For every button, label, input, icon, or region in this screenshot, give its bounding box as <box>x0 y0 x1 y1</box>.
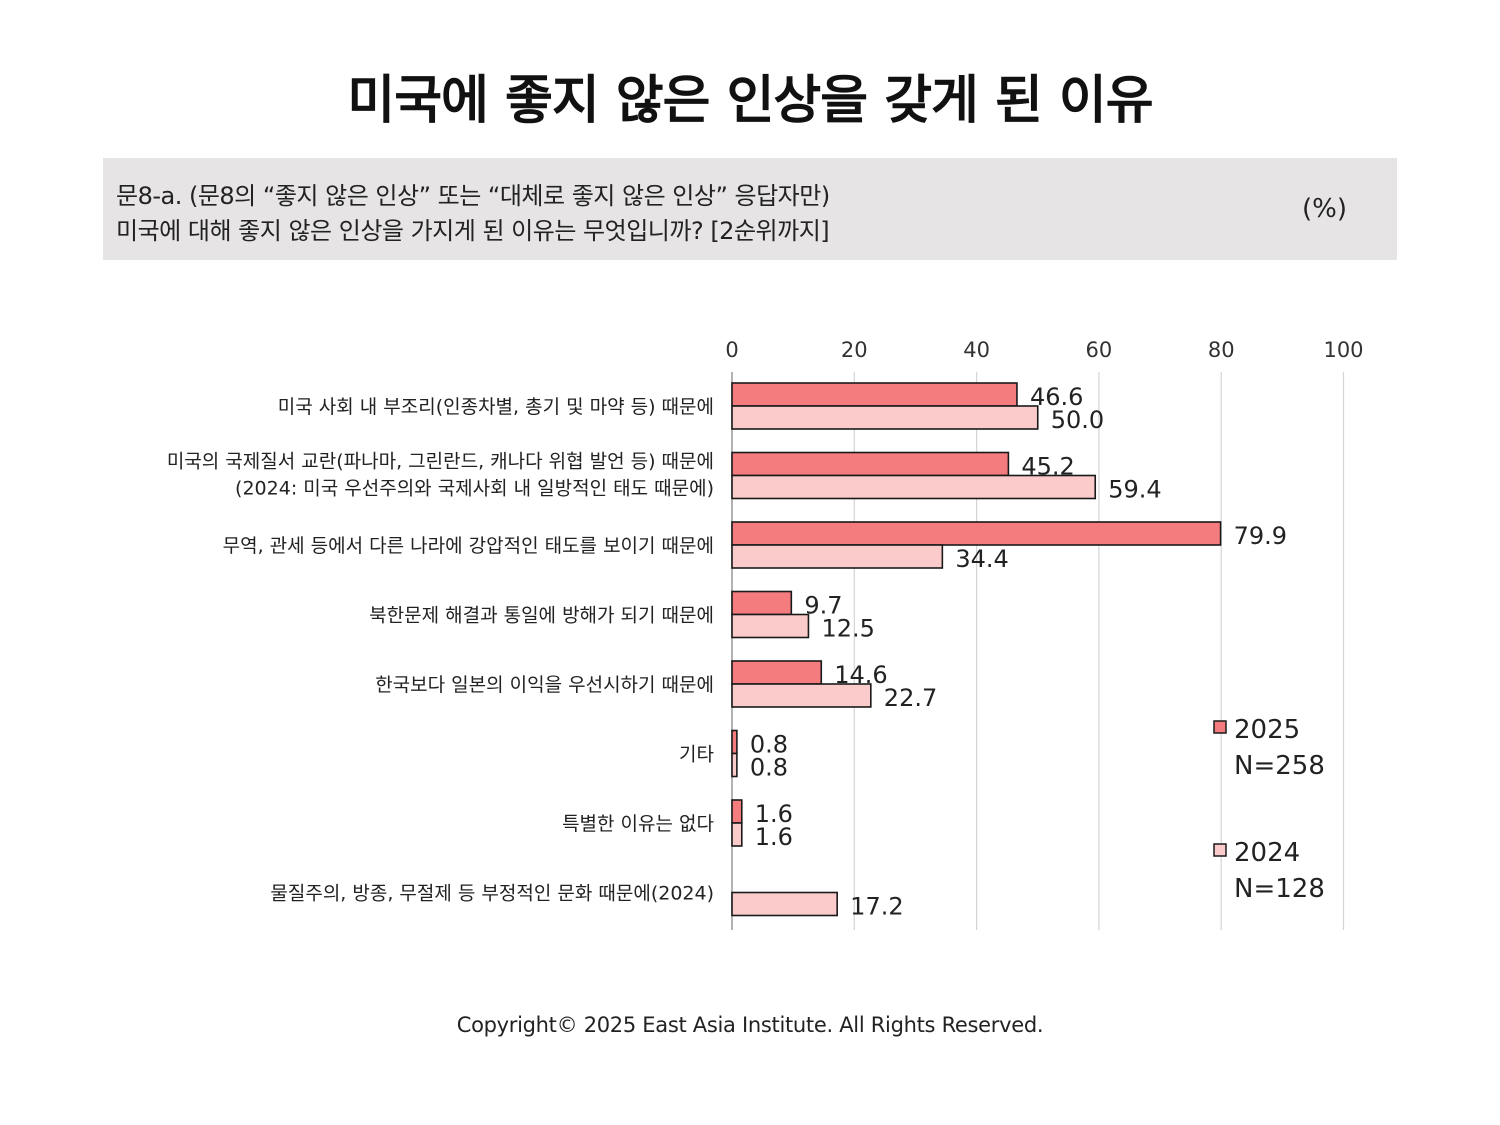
bar-2025 <box>731 451 1010 477</box>
data-label-2024: 50.0 <box>1051 406 1104 434</box>
x-tick-label: 0 <box>725 338 738 362</box>
legend-n-2025: N=258 <box>1234 751 1325 781</box>
bar-2024 <box>731 683 872 708</box>
category-label: 미국 사회 내 부조리(인종차별, 총기 및 마약 등) 때문에 <box>278 396 714 418</box>
bar-2025 <box>731 799 743 824</box>
category-label: 무역, 관세 등에서 다른 나라에 강압적인 태도를 보이기 때문에 <box>223 535 714 557</box>
data-label-2025: 1.6 <box>755 800 793 828</box>
x-tick-label: 20 <box>841 338 868 362</box>
x-tick-label: 100 <box>1323 338 1363 362</box>
bar-2024 <box>731 822 743 847</box>
bar-2024 <box>731 544 944 569</box>
legend-label-2024: 2024 <box>1234 838 1300 868</box>
data-label-2024: 22.7 <box>884 684 937 712</box>
legend-n-2024: N=128 <box>1234 874 1325 904</box>
legend-swatch-2025 <box>1213 720 1227 734</box>
x-tick-label: 40 <box>963 338 990 362</box>
bar-2025 <box>731 521 1222 546</box>
question-line-2: 미국에 대해 좋지 않은 인상을 가지게 된 이유는 무엇입니까? [2순위까지… <box>116 217 830 245</box>
copyright-text: Copyright© 2025 East Asia Institute. All… <box>456 1013 1044 1037</box>
bar-2024 <box>731 613 810 639</box>
bar-2024 <box>731 405 1039 430</box>
bar-2025 <box>731 382 1018 407</box>
legend-label-2025: 2025 <box>1234 715 1300 745</box>
data-label-2024: 0.8 <box>750 754 788 782</box>
data-label-2024: 12.5 <box>821 615 874 643</box>
bar-2025 <box>731 590 793 616</box>
category-label: 기타 <box>679 744 714 766</box>
category-label: 미국의 국제질서 교란(파나마, 그린란드, 캐나다 위협 발언 등) 때문에(… <box>167 451 714 500</box>
data-label-2024: 17.2 <box>850 893 903 921</box>
question-box: 문8-a. (문8의 “좋지 않은 인상” 또는 “대체로 좋지 않은 인상” … <box>103 158 1397 260</box>
question-line-1: 문8-a. (문8의 “좋지 않은 인상” 또는 “대체로 좋지 않은 인상” … <box>116 182 830 210</box>
bar-2024 <box>731 891 838 917</box>
data-label-2025: 0.8 <box>750 731 788 759</box>
data-label-2025: 9.7 <box>804 592 842 620</box>
legend-swatch-2024 <box>1213 843 1227 857</box>
data-label-2024: 1.6 <box>755 823 793 851</box>
x-tick-label: 60 <box>1086 338 1113 362</box>
category-label: 물질주의, 방종, 무절제 등 부정적인 문화 때문에(2024) <box>270 883 714 905</box>
category-label: 특별한 이유는 없다 <box>562 813 714 835</box>
data-label-2024: 59.4 <box>1108 476 1161 504</box>
data-label-2025: 79.9 <box>1234 522 1287 550</box>
bar-2024 <box>731 474 1097 500</box>
category-label: 북한문제 해결과 통일에 방해가 되기 때문에 <box>369 605 714 627</box>
data-label-2025: 46.6 <box>1030 383 1083 411</box>
bar-2025 <box>731 660 823 685</box>
data-label-2024: 34.4 <box>955 545 1008 573</box>
x-tick-label: 80 <box>1208 338 1235 362</box>
page-title: 미국에 좋지 않은 인상을 갖게 된 이유 <box>347 71 1153 131</box>
bar-2024 <box>731 752 738 778</box>
unit-label: (%) <box>1302 194 1347 224</box>
category-label: 한국보다 일본의 이익을 우선시하기 때문에 <box>375 674 714 696</box>
bar-2025 <box>731 729 738 755</box>
